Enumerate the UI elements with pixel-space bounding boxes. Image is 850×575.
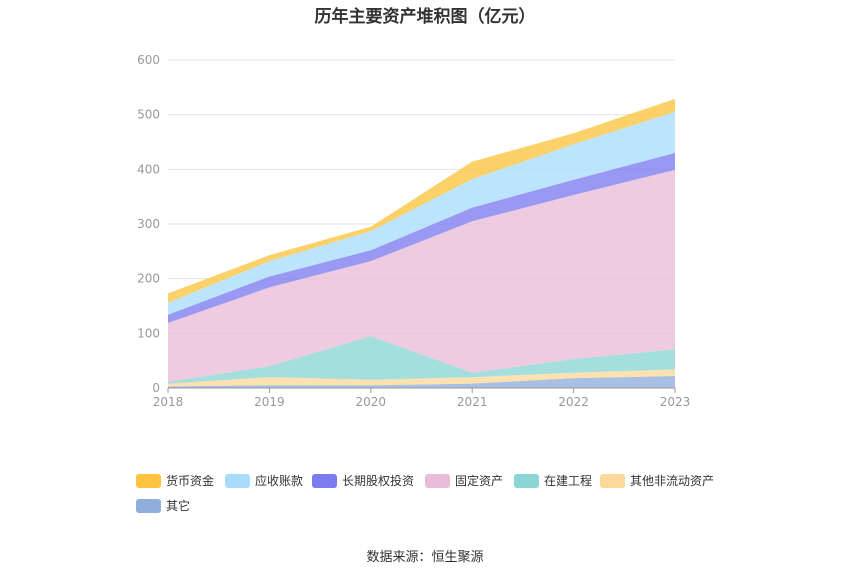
area-应收账款 bbox=[168, 111, 675, 315]
x-tick-label: 2019 bbox=[254, 395, 285, 409]
legend-item[interactable]: 固定资产 bbox=[425, 472, 503, 489]
y-tick-label: 100 bbox=[137, 326, 160, 340]
y-tick-label: 200 bbox=[137, 272, 160, 286]
y-tick-label: 500 bbox=[137, 108, 160, 122]
x-tick-label: 2022 bbox=[558, 395, 589, 409]
legend-item[interactable]: 在建工程 bbox=[514, 472, 592, 489]
area-长期股权投资 bbox=[168, 152, 675, 323]
legend-item[interactable]: 长期股权投资 bbox=[312, 472, 414, 489]
data-source: 数据来源：恒生聚源 bbox=[366, 550, 484, 565]
legend-item[interactable]: 货币资金 bbox=[136, 472, 214, 489]
x-tick-label: 2021 bbox=[457, 395, 488, 409]
legend-label: 其他非流动资产 bbox=[630, 474, 715, 488]
legend-swatch bbox=[514, 473, 539, 488]
legend-label: 货币资金 bbox=[166, 474, 215, 488]
y-tick-label: 600 bbox=[137, 53, 160, 67]
x-tick-label: 2023 bbox=[660, 395, 691, 409]
area-其他非流动资产 bbox=[168, 369, 675, 387]
x-tick-label: 2018 bbox=[153, 395, 184, 409]
legend-swatch bbox=[136, 473, 161, 488]
legend-label: 应收账款 bbox=[255, 474, 304, 488]
legend-label: 在建工程 bbox=[544, 474, 593, 488]
y-tick-label: 400 bbox=[137, 162, 160, 176]
legend-label: 固定资产 bbox=[455, 474, 504, 488]
area-固定资产 bbox=[168, 169, 675, 382]
area-货币资金 bbox=[168, 98, 675, 303]
legend-item[interactable]: 应收账款 bbox=[225, 472, 303, 489]
legend-label: 其它 bbox=[166, 499, 191, 513]
stacked-area-chart: 0 100 200 300 400 500 600 2018 2019 2020 2021 2022 2… bbox=[137, 53, 691, 409]
x-tick-label: 2020 bbox=[356, 395, 387, 409]
y-tick-label: 0 bbox=[152, 381, 160, 395]
legend-item[interactable]: 其他非流动资产 bbox=[600, 472, 714, 489]
chart-title: 历年主要资产堆积图（亿元） bbox=[314, 7, 536, 27]
legend-swatch bbox=[312, 473, 337, 488]
legend-swatch bbox=[425, 473, 450, 488]
area-在建工程 bbox=[168, 336, 675, 384]
legend-label: 长期股权投资 bbox=[342, 474, 415, 488]
legend-swatch bbox=[225, 473, 250, 488]
legend-swatch bbox=[136, 498, 161, 513]
legend-item[interactable]: 其它 bbox=[136, 497, 190, 514]
legend-swatch bbox=[600, 473, 625, 488]
y-tick-label: 300 bbox=[137, 217, 160, 231]
area-其它 bbox=[168, 375, 675, 388]
